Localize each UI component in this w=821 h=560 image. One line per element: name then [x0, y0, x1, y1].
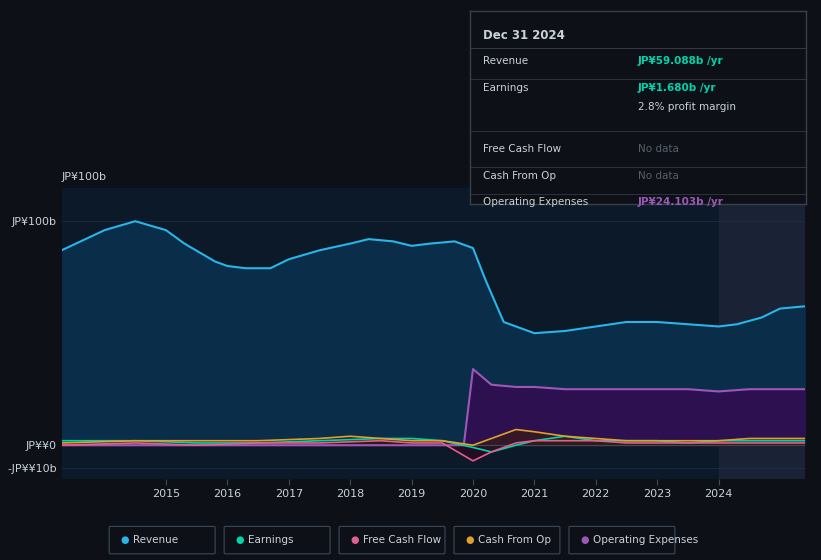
Text: ●: ●: [236, 535, 244, 545]
Text: Dec 31 2024: Dec 31 2024: [483, 29, 565, 41]
Bar: [718, 188, 805, 479]
Text: ●: ●: [580, 535, 589, 545]
Text: 2.8% profit margin: 2.8% profit margin: [638, 102, 736, 112]
Text: Earnings: Earnings: [248, 535, 293, 545]
Text: JP¥24.103b /yr: JP¥24.103b /yr: [638, 197, 724, 207]
Text: ●: ●: [466, 535, 474, 545]
Text: Cash From Op: Cash From Op: [478, 535, 551, 545]
Text: JP¥59.088b /yr: JP¥59.088b /yr: [638, 55, 723, 66]
Text: ●: ●: [121, 535, 129, 545]
Text: Operating Expenses: Operating Expenses: [483, 197, 589, 207]
Text: Revenue: Revenue: [483, 55, 528, 66]
Text: No data: No data: [638, 171, 679, 180]
Text: JP¥100b: JP¥100b: [62, 172, 107, 182]
Text: Operating Expenses: Operating Expenses: [593, 535, 698, 545]
Text: Earnings: Earnings: [483, 83, 529, 93]
Text: Free Cash Flow: Free Cash Flow: [363, 535, 441, 545]
Text: Revenue: Revenue: [133, 535, 178, 545]
Text: ●: ●: [351, 535, 359, 545]
Text: Cash From Op: Cash From Op: [483, 171, 556, 180]
Text: JP¥1.680b /yr: JP¥1.680b /yr: [638, 83, 717, 93]
Text: Free Cash Flow: Free Cash Flow: [483, 143, 562, 153]
Text: No data: No data: [638, 143, 679, 153]
